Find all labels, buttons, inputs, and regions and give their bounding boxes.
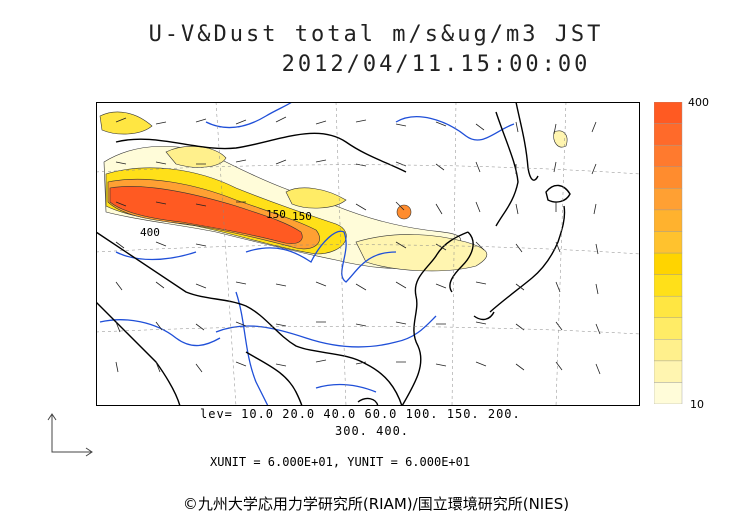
river-ganges [99, 319, 221, 347]
colorbar [654, 102, 683, 404]
river-ob [205, 102, 293, 129]
colorbar-swatch [654, 382, 683, 404]
colorbar-swatch [654, 274, 683, 297]
river-mekong [235, 291, 269, 406]
coastlines [96, 102, 571, 406]
colorbar-swatch [654, 144, 683, 167]
dust-map: 150 150 400 [96, 102, 640, 406]
mongolia-border [115, 132, 407, 173]
colorbar-swatch [654, 188, 683, 211]
reference-vector-axes [51, 414, 92, 453]
dust-small-patch [396, 204, 412, 220]
rivers [99, 102, 515, 406]
japan-kyushu [473, 311, 495, 321]
contour-label-b: 150 [292, 210, 312, 223]
dust-northwest-patch [99, 111, 153, 135]
colorbar-swatch [654, 317, 683, 340]
credit-text: ©九州大学応用力学研究所(RIAM)/国立環境研究所(NIES) [182, 495, 570, 513]
map-frame [96, 102, 640, 406]
dust-north-patch [165, 146, 227, 168]
colorbar-swatch [654, 360, 683, 383]
china-border [96, 231, 403, 406]
graticule [96, 102, 640, 406]
india-border [96, 301, 181, 406]
contour-label-c: 400 [140, 226, 160, 239]
reference-vector [47, 413, 93, 457]
colorbar-swatch [654, 231, 683, 254]
russia-coast [495, 111, 519, 227]
colorbar-swatch [654, 295, 683, 318]
colorbar-swatch [654, 252, 683, 275]
dust-low-east [355, 234, 488, 272]
hainan [357, 397, 379, 406]
river-pearl [315, 383, 377, 393]
colorbar-swatch [654, 123, 683, 146]
river-yangtze [215, 315, 437, 348]
dust-japan-sea-patch [553, 130, 568, 148]
contour-levels-line-2: 300. 400. [335, 424, 410, 438]
river-amur [395, 116, 515, 141]
wind-vectors [115, 116, 601, 375]
japan-honshu [489, 205, 566, 313]
china-coast [401, 231, 469, 406]
korea-coast [449, 231, 474, 293]
dust-plume [99, 111, 568, 272]
river-yellow [245, 230, 397, 283]
colorbar-min-label: 10 [690, 398, 704, 411]
units-text: XUNIT = 6.000E+01, YUNIT = 6.000E+01 [210, 455, 471, 469]
colorbar-swatch [654, 209, 683, 232]
japan-hokkaido [545, 184, 571, 203]
colorbar-max-label: 400 [688, 96, 709, 109]
title-line-2: 2012/04/11.15:00:00 [281, 52, 591, 77]
dust-mongolia-patch [285, 187, 347, 209]
indochina-border [245, 351, 303, 406]
dust-core [109, 186, 303, 244]
title-line-1: U-V&Dust total m/s&ug/m3 JST [148, 22, 604, 47]
contour-levels-line-1: lev= 10.0 20.0 40.0 60.0 100. 150. 200. [200, 407, 521, 421]
colorbar-swatch [654, 166, 683, 189]
river-tarim [115, 251, 197, 261]
colorbar-swatch [654, 339, 683, 362]
colorbar-swatch [654, 102, 683, 124]
reference-vector-arrowheads [47, 413, 93, 457]
contour-label-a: 150 [266, 208, 286, 221]
